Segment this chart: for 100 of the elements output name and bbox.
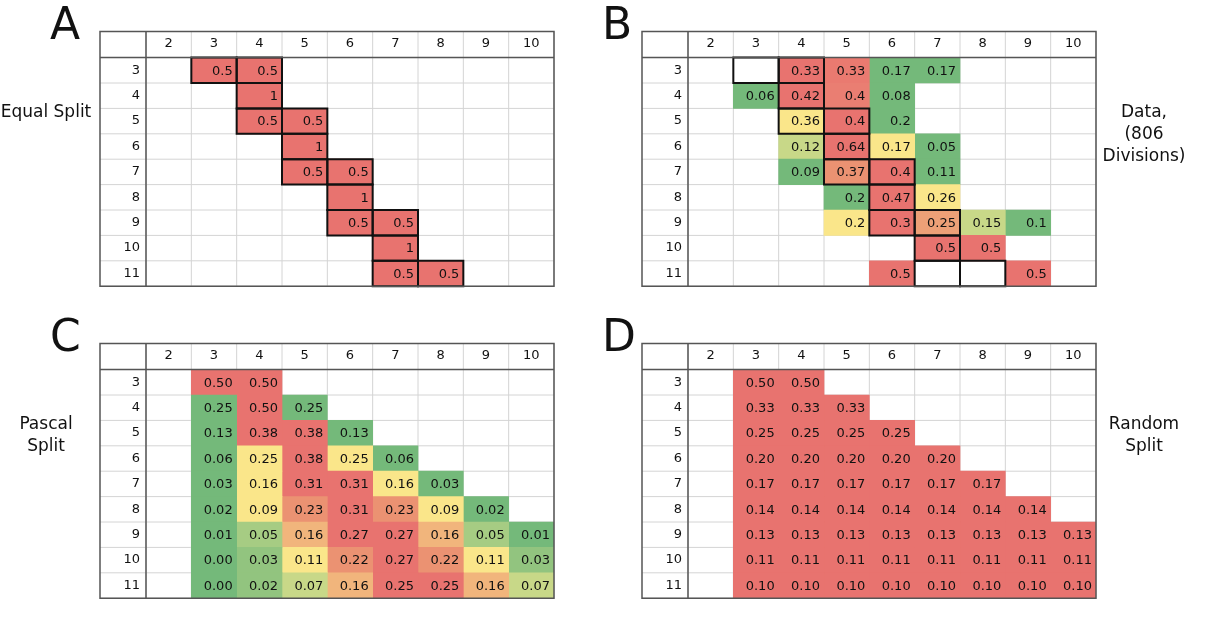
data-label: 0.17 — [927, 62, 956, 78]
y-tick-label: 5 — [673, 112, 682, 128]
data-label: 0.2 — [889, 113, 911, 129]
data-label: 0.5 — [393, 265, 414, 281]
data-label: 0.5 — [1025, 265, 1047, 281]
data-label: 0.50 — [791, 374, 820, 390]
data-label: 0.14 — [972, 501, 1002, 517]
y2-axis-title: Random Split — [1107, 412, 1181, 456]
data-label: 0.06 — [385, 450, 414, 466]
data-label: 0.5 — [393, 215, 414, 231]
data-label: 0.33 — [791, 62, 820, 78]
data-label: 0.37 — [836, 164, 866, 180]
data-label: 0.13 — [745, 527, 775, 543]
data-label: 0.06 — [745, 88, 775, 104]
data-label: 0.25 — [339, 450, 369, 466]
x-tick-label: 10 — [1065, 35, 1082, 51]
data-label: 0.13 — [1017, 527, 1047, 543]
data-label: 0.5 — [438, 265, 460, 281]
data-label: 0.38 — [294, 450, 324, 466]
data-label: 0.13 — [927, 527, 956, 543]
x-tick-label: 4 — [255, 347, 264, 363]
data-label: 0.16 — [385, 476, 414, 492]
data-label: 0.13 — [339, 425, 369, 441]
data-label: 0.25 — [836, 425, 866, 441]
data-label: 1 — [269, 88, 278, 104]
data-label: 0.02 — [475, 501, 505, 517]
data-label: 0.13 — [881, 527, 911, 543]
data-label: 0.38 — [294, 425, 324, 441]
data-label: 0.09 — [791, 164, 820, 180]
data-label: 0.5 — [347, 215, 369, 231]
x-tick-label: 6 — [345, 35, 355, 51]
data-label: 0.20 — [745, 450, 775, 466]
data-label: 0.27 — [385, 527, 414, 543]
data-label: 0.25 — [881, 425, 911, 441]
data-label: 0.16 — [294, 527, 324, 543]
data-label: 0.5 — [980, 240, 1002, 256]
y-tick-label: 3 — [673, 61, 682, 77]
x-tick-label: 5 — [842, 347, 851, 363]
x-tick-label: 6 — [887, 347, 897, 363]
y-axis-title: Pascal Split — [18, 412, 74, 456]
data-label: 0.10 — [1063, 577, 1092, 593]
data-label: 0.11 — [1063, 552, 1092, 568]
data-label: 0.05 — [927, 138, 956, 154]
data-label: 0.31 — [339, 501, 369, 517]
data-label: 0.00 — [203, 552, 233, 568]
x-tick-label: 4 — [797, 35, 806, 51]
data-label: 0.23 — [294, 501, 324, 517]
data-label: 0.03 — [249, 552, 278, 568]
data-label: 0.33 — [836, 62, 866, 78]
data-label: 0.25 — [791, 425, 820, 441]
data-label: 0.25 — [927, 215, 956, 231]
data-label: 0.5 — [935, 240, 956, 256]
y-tick-label: 4 — [131, 87, 140, 103]
y-tick-label: 9 — [673, 214, 682, 230]
x-tick-label: 2 — [706, 347, 715, 363]
x-tick-label: 2 — [706, 35, 715, 51]
data-label: 0.5 — [347, 164, 369, 180]
data-label: 0.31 — [339, 476, 369, 492]
data-label: 0.17 — [881, 62, 911, 78]
data-label: 1 — [405, 240, 414, 256]
y-tick-label: 8 — [673, 500, 682, 516]
x-tick-label: 7 — [933, 35, 942, 51]
data-label: 0.11 — [972, 552, 1002, 568]
x-tick-label: 9 — [1023, 35, 1033, 51]
data-label: 0.02 — [203, 501, 233, 517]
data-label: 0.25 — [203, 400, 233, 416]
x-tick-label: 8 — [978, 347, 987, 363]
data-label: 0.15 — [972, 215, 1002, 231]
data-label: 0.33 — [791, 400, 820, 416]
data-label: 0.17 — [881, 476, 911, 492]
y-tick-label: 7 — [673, 475, 682, 491]
x-tick-label: 6 — [345, 347, 355, 363]
x-tick-label: 2 — [164, 35, 173, 51]
data-label: 0.10 — [791, 577, 820, 593]
data-label: 0.27 — [339, 527, 369, 543]
x-tick-label: 3 — [209, 35, 219, 51]
data-label: 0.14 — [791, 501, 820, 517]
x-tick-label: 6 — [887, 35, 897, 51]
y-tick-label: 3 — [673, 373, 682, 389]
y-tick-label: 6 — [673, 137, 682, 153]
data-label: 0.47 — [881, 189, 911, 205]
data-label: 0.13 — [836, 527, 866, 543]
data-label: 0.03 — [430, 476, 460, 492]
data-label: 0.09 — [430, 501, 460, 517]
data-label: 0.17 — [927, 476, 956, 492]
data-label: 0.01 — [521, 527, 550, 543]
data-label: 0.5 — [211, 62, 233, 78]
y-tick-label: 6 — [131, 137, 140, 153]
data-label: 1 — [315, 138, 324, 154]
data-label: 0.4 — [844, 113, 866, 129]
y-tick-label: 5 — [131, 424, 140, 440]
data-label: 1 — [360, 189, 369, 205]
data-label: 0.06 — [203, 450, 233, 466]
y-tick-label: 6 — [673, 449, 682, 465]
chart-title: D — [602, 310, 636, 361]
data-label: 0.25 — [294, 400, 324, 416]
data-label: 0.33 — [745, 400, 775, 416]
x-tick-label: 5 — [842, 35, 851, 51]
data-label: 0.22 — [430, 552, 460, 568]
data-label: 0.05 — [249, 527, 278, 543]
